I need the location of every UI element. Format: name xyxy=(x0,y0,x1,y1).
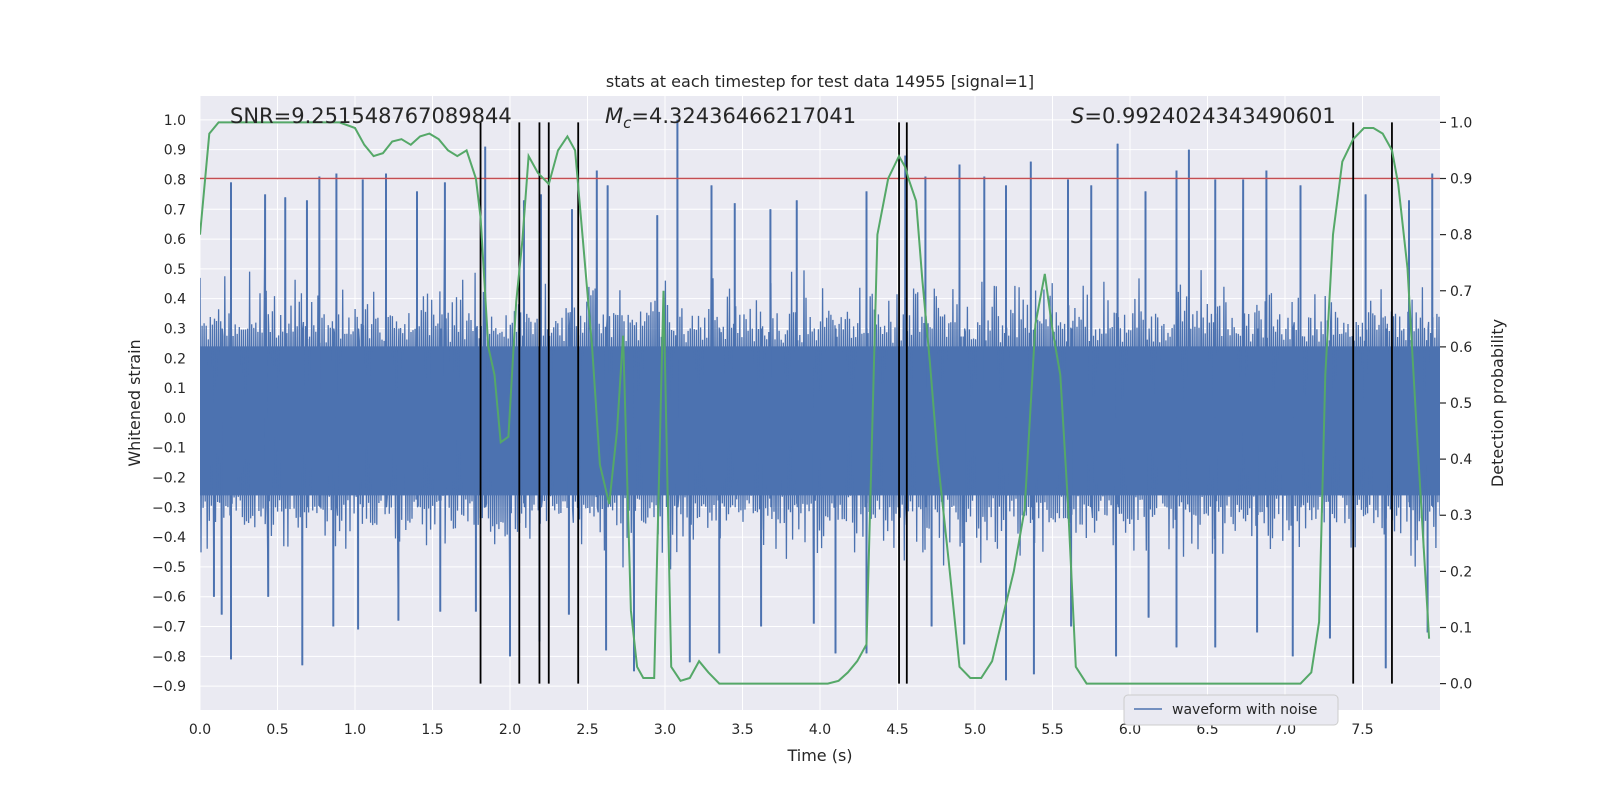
y2-tick-label: 0.8 xyxy=(1450,228,1472,244)
y2-axis-label: Detection probability xyxy=(1488,319,1507,487)
y-tick-label: −0.7 xyxy=(152,620,186,636)
x-tick-label: 1.0 xyxy=(344,722,366,738)
y-tick-label: 1.0 xyxy=(164,113,186,129)
x-tick-label: 1.5 xyxy=(421,722,443,738)
s-symbol: S xyxy=(1071,104,1084,128)
x-tick-label: 6.5 xyxy=(1196,722,1218,738)
x-tick-label: 5.0 xyxy=(964,722,986,738)
x-tick-label: 3.5 xyxy=(731,722,753,738)
y-tick-label: 0.7 xyxy=(164,202,186,218)
x-tick-label: 7.5 xyxy=(1351,722,1373,738)
x-tick-label: 0.5 xyxy=(266,722,288,738)
y2-tick-label: 0.9 xyxy=(1450,172,1472,188)
x-axis-ticks: 0.0 0.5 1.0 1.5 2.0 2.5 3.0 3.5 4.0 4.5 5.0 5.5 6.0 6… xyxy=(189,722,1374,738)
s-value: =0.9924024343490601 xyxy=(1084,104,1335,128)
y-tick-label: 0.0 xyxy=(164,411,186,427)
waveform-series xyxy=(200,119,1440,681)
y2-tick-label: 0.0 xyxy=(1450,677,1472,693)
y2-tick-label: 0.1 xyxy=(1450,620,1472,636)
legend: waveform with noise xyxy=(1123,694,1339,726)
y-axis-ticks: 1.0 0.9 0.8 0.7 0.6 0.5 0.4 0.3 0.2 0.1 0.0 −0.1 −0.… xyxy=(152,113,186,695)
snr-annotation: SNR=9.251548767089844 xyxy=(230,104,512,128)
y-tick-label: 0.1 xyxy=(164,381,186,397)
y2-tick-label: 0.6 xyxy=(1450,340,1472,356)
y-tick-label: −0.9 xyxy=(152,679,186,695)
x-tick-label: 7.0 xyxy=(1274,722,1296,738)
x-tick-label: 2.5 xyxy=(576,722,598,738)
y2-tick-label: 0.4 xyxy=(1450,452,1472,468)
y2-axis-ticks: 1.0 0.9 0.8 0.7 0.6 0.5 0.4 0.3 0.2 0.1 0.0 xyxy=(1440,115,1472,693)
x-tick-label: 2.0 xyxy=(499,722,521,738)
mc-annotation: Mc=4.32436466217041 xyxy=(605,104,856,132)
y-tick-label: 0.9 xyxy=(164,143,186,159)
mc-symbol: M xyxy=(605,104,623,128)
chart-title: stats at each timestep for test data 149… xyxy=(606,72,1034,91)
y-tick-label: 0.3 xyxy=(164,321,186,337)
x-tick-label: 0.0 xyxy=(189,722,211,738)
probability-series xyxy=(200,121,1431,685)
legend-label: waveform with noise xyxy=(1172,702,1317,718)
x-tick-label: 3.0 xyxy=(654,722,676,738)
y-tick-label: 0.4 xyxy=(164,292,186,308)
y-tick-label: −0.3 xyxy=(152,500,186,516)
x-tick-label: 6.0 xyxy=(1119,722,1141,738)
waveform-line xyxy=(200,119,1440,681)
y-tick-label: −0.2 xyxy=(152,471,186,487)
x-tick-label: 4.0 xyxy=(809,722,831,738)
y2-tick-label: 1.0 xyxy=(1450,115,1472,131)
y-tick-label: 0.2 xyxy=(164,351,186,367)
y2-tick-label: 0.5 xyxy=(1450,396,1472,412)
y2-tick-label: 0.2 xyxy=(1450,564,1472,580)
y-axis-label: Whitened strain xyxy=(125,339,144,466)
probability-line xyxy=(200,121,1431,685)
s-annotation: S=0.9924024343490601 xyxy=(1071,104,1336,128)
y-tick-label: 0.8 xyxy=(164,172,186,188)
mc-subscript: c xyxy=(623,114,632,132)
y-tick-label: 0.5 xyxy=(164,262,186,278)
x-tick-label: 4.5 xyxy=(886,722,908,738)
x-tick-label: 5.5 xyxy=(1041,722,1063,738)
mc-value: =4.32436466217041 xyxy=(631,104,856,128)
y-tick-label: −0.6 xyxy=(152,590,186,606)
y-tick-label: −0.8 xyxy=(152,649,186,665)
y-tick-label: 0.6 xyxy=(164,232,186,248)
y-tick-label: −0.1 xyxy=(152,441,186,457)
y-tick-label: −0.5 xyxy=(152,560,186,576)
y2-tick-label: 0.7 xyxy=(1450,284,1472,300)
x-axis-label: Time (s) xyxy=(786,746,852,765)
y-tick-label: −0.4 xyxy=(152,530,186,546)
y2-tick-label: 0.3 xyxy=(1450,508,1472,524)
legend-box xyxy=(1123,694,1339,726)
